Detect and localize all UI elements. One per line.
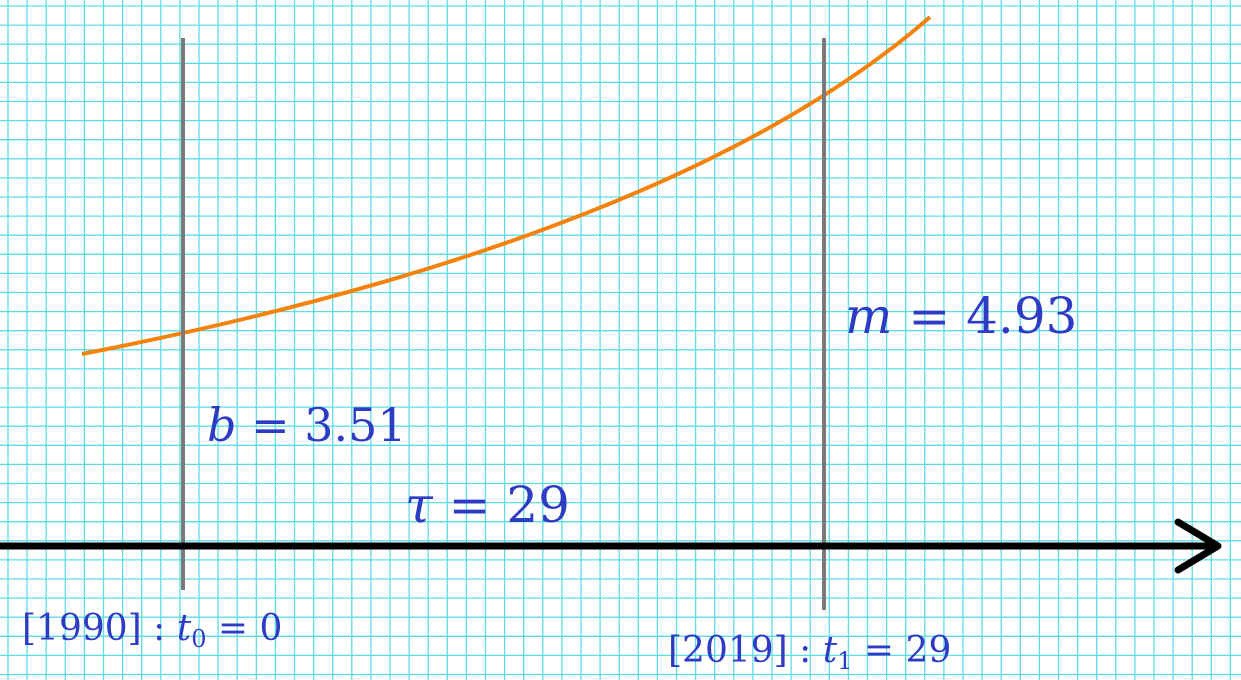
tau-label: τ = 29	[405, 476, 570, 534]
growth-curve	[81, 15, 932, 356]
m-label: m = 4.93	[845, 287, 1077, 345]
t1-label: [2019] : t1 = 29	[668, 630, 951, 675]
b-label: b = 3.51	[207, 398, 407, 452]
t0-label: [1990] : t0 = 0	[22, 608, 282, 653]
time-axis-arrowhead	[1174, 518, 1222, 574]
